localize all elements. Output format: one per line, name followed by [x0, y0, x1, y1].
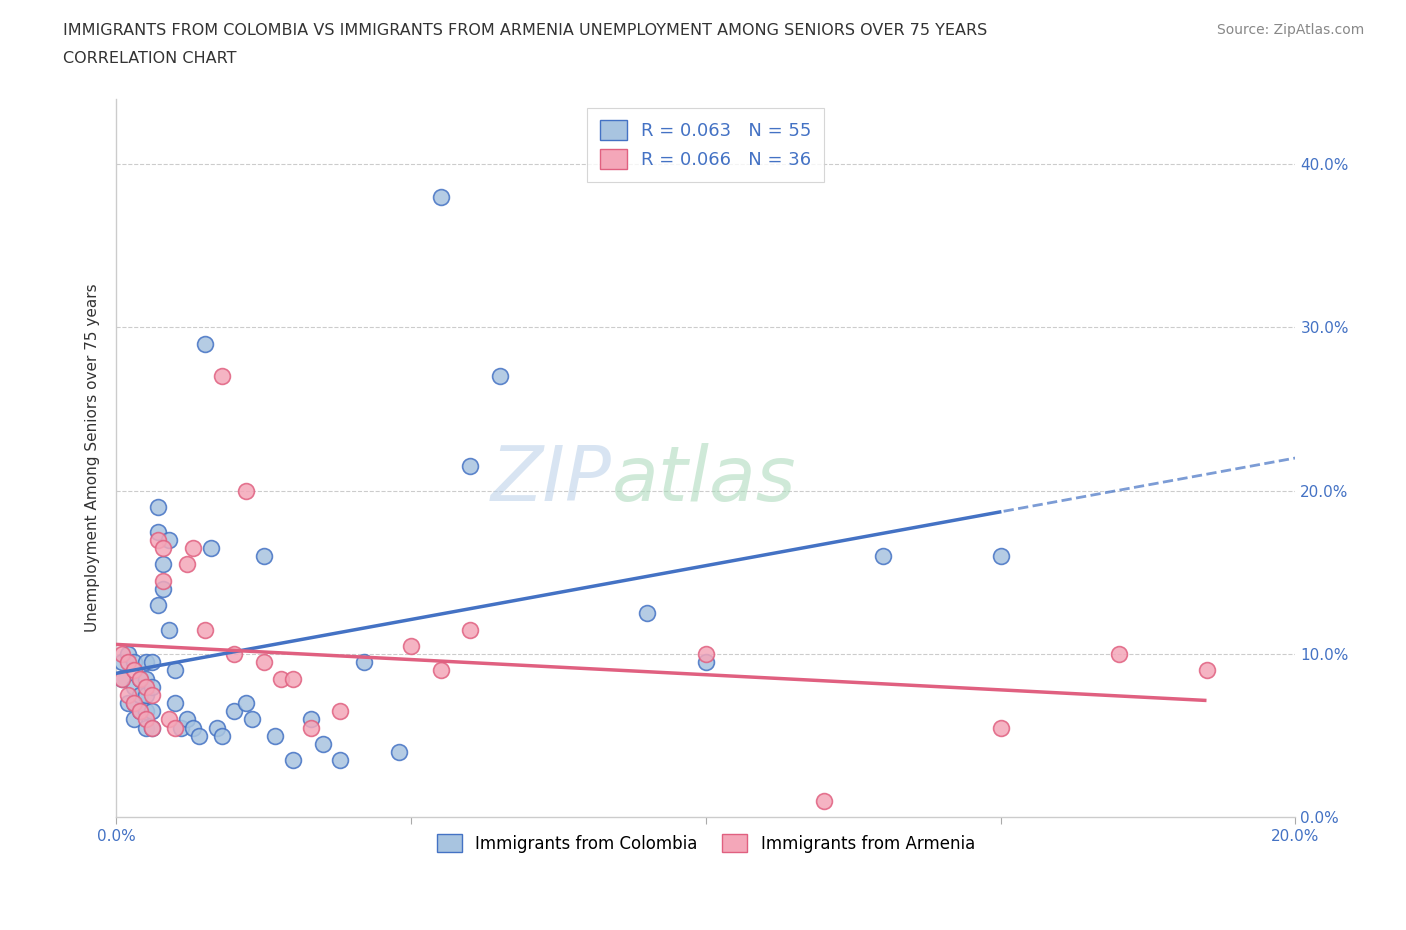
- Text: ZIP: ZIP: [491, 443, 612, 516]
- Point: [194, 622, 217, 637]
- Point: [135, 679, 157, 694]
- Point: [170, 720, 193, 735]
- Point: [181, 540, 204, 555]
- Point: [181, 720, 204, 735]
- Point: [458, 458, 481, 473]
- Point: [141, 720, 163, 735]
- Point: [429, 663, 451, 678]
- Point: [157, 622, 180, 637]
- Point: [122, 679, 145, 694]
- Point: [111, 671, 134, 686]
- Point: [211, 728, 233, 743]
- Point: [299, 720, 322, 735]
- Point: [117, 687, 139, 702]
- Point: [388, 745, 411, 760]
- Point: [152, 581, 174, 596]
- Point: [128, 671, 150, 686]
- Point: [990, 720, 1012, 735]
- Point: [122, 696, 145, 711]
- Point: [235, 696, 257, 711]
- Point: [253, 655, 276, 670]
- Point: [122, 663, 145, 678]
- Point: [128, 704, 150, 719]
- Point: [187, 728, 209, 743]
- Text: atlas: atlas: [612, 443, 796, 516]
- Point: [176, 712, 198, 727]
- Point: [329, 704, 352, 719]
- Point: [264, 728, 287, 743]
- Point: [636, 605, 658, 620]
- Point: [128, 671, 150, 686]
- Point: [111, 671, 134, 686]
- Point: [152, 557, 174, 572]
- Point: [111, 646, 134, 661]
- Point: [141, 655, 163, 670]
- Y-axis label: Unemployment Among Seniors over 75 years: Unemployment Among Seniors over 75 years: [86, 284, 100, 632]
- Point: [990, 549, 1012, 564]
- Point: [146, 525, 169, 539]
- Point: [128, 687, 150, 702]
- Legend: Immigrants from Colombia, Immigrants from Armenia: Immigrants from Colombia, Immigrants fro…: [430, 828, 981, 859]
- Point: [200, 540, 222, 555]
- Text: IMMIGRANTS FROM COLOMBIA VS IMMIGRANTS FROM ARMENIA UNEMPLOYMENT AMONG SENIORS O: IMMIGRANTS FROM COLOMBIA VS IMMIGRANTS F…: [63, 23, 987, 38]
- Point: [329, 752, 352, 767]
- Point: [146, 598, 169, 613]
- Point: [122, 712, 145, 727]
- Point: [152, 540, 174, 555]
- Point: [135, 712, 157, 727]
- Point: [194, 337, 217, 352]
- Point: [353, 655, 375, 670]
- Point: [235, 484, 257, 498]
- Point: [141, 679, 163, 694]
- Point: [128, 704, 150, 719]
- Point: [157, 712, 180, 727]
- Point: [157, 532, 180, 547]
- Point: [270, 671, 292, 686]
- Point: [813, 793, 835, 808]
- Text: Source: ZipAtlas.com: Source: ZipAtlas.com: [1216, 23, 1364, 37]
- Point: [176, 557, 198, 572]
- Point: [224, 646, 246, 661]
- Point: [224, 704, 246, 719]
- Point: [1195, 663, 1218, 678]
- Point: [122, 655, 145, 670]
- Point: [165, 696, 187, 711]
- Point: [211, 369, 233, 384]
- Point: [111, 655, 134, 670]
- Point: [311, 737, 333, 751]
- Point: [429, 190, 451, 205]
- Point: [299, 712, 322, 727]
- Point: [695, 655, 717, 670]
- Point: [695, 646, 717, 661]
- Point: [165, 720, 187, 735]
- Point: [253, 549, 276, 564]
- Point: [135, 687, 157, 702]
- Point: [165, 663, 187, 678]
- Point: [141, 720, 163, 735]
- Point: [458, 622, 481, 637]
- Point: [135, 655, 157, 670]
- Point: [135, 720, 157, 735]
- Point: [1108, 646, 1130, 661]
- Point: [141, 687, 163, 702]
- Point: [146, 499, 169, 514]
- Point: [117, 696, 139, 711]
- Point: [205, 720, 228, 735]
- Point: [872, 549, 894, 564]
- Point: [117, 646, 139, 661]
- Point: [399, 639, 422, 654]
- Point: [146, 532, 169, 547]
- Point: [122, 696, 145, 711]
- Point: [281, 752, 304, 767]
- Point: [488, 369, 510, 384]
- Point: [240, 712, 263, 727]
- Point: [281, 671, 304, 686]
- Text: CORRELATION CHART: CORRELATION CHART: [63, 51, 236, 66]
- Point: [135, 671, 157, 686]
- Point: [135, 704, 157, 719]
- Point: [152, 573, 174, 588]
- Point: [117, 655, 139, 670]
- Point: [141, 704, 163, 719]
